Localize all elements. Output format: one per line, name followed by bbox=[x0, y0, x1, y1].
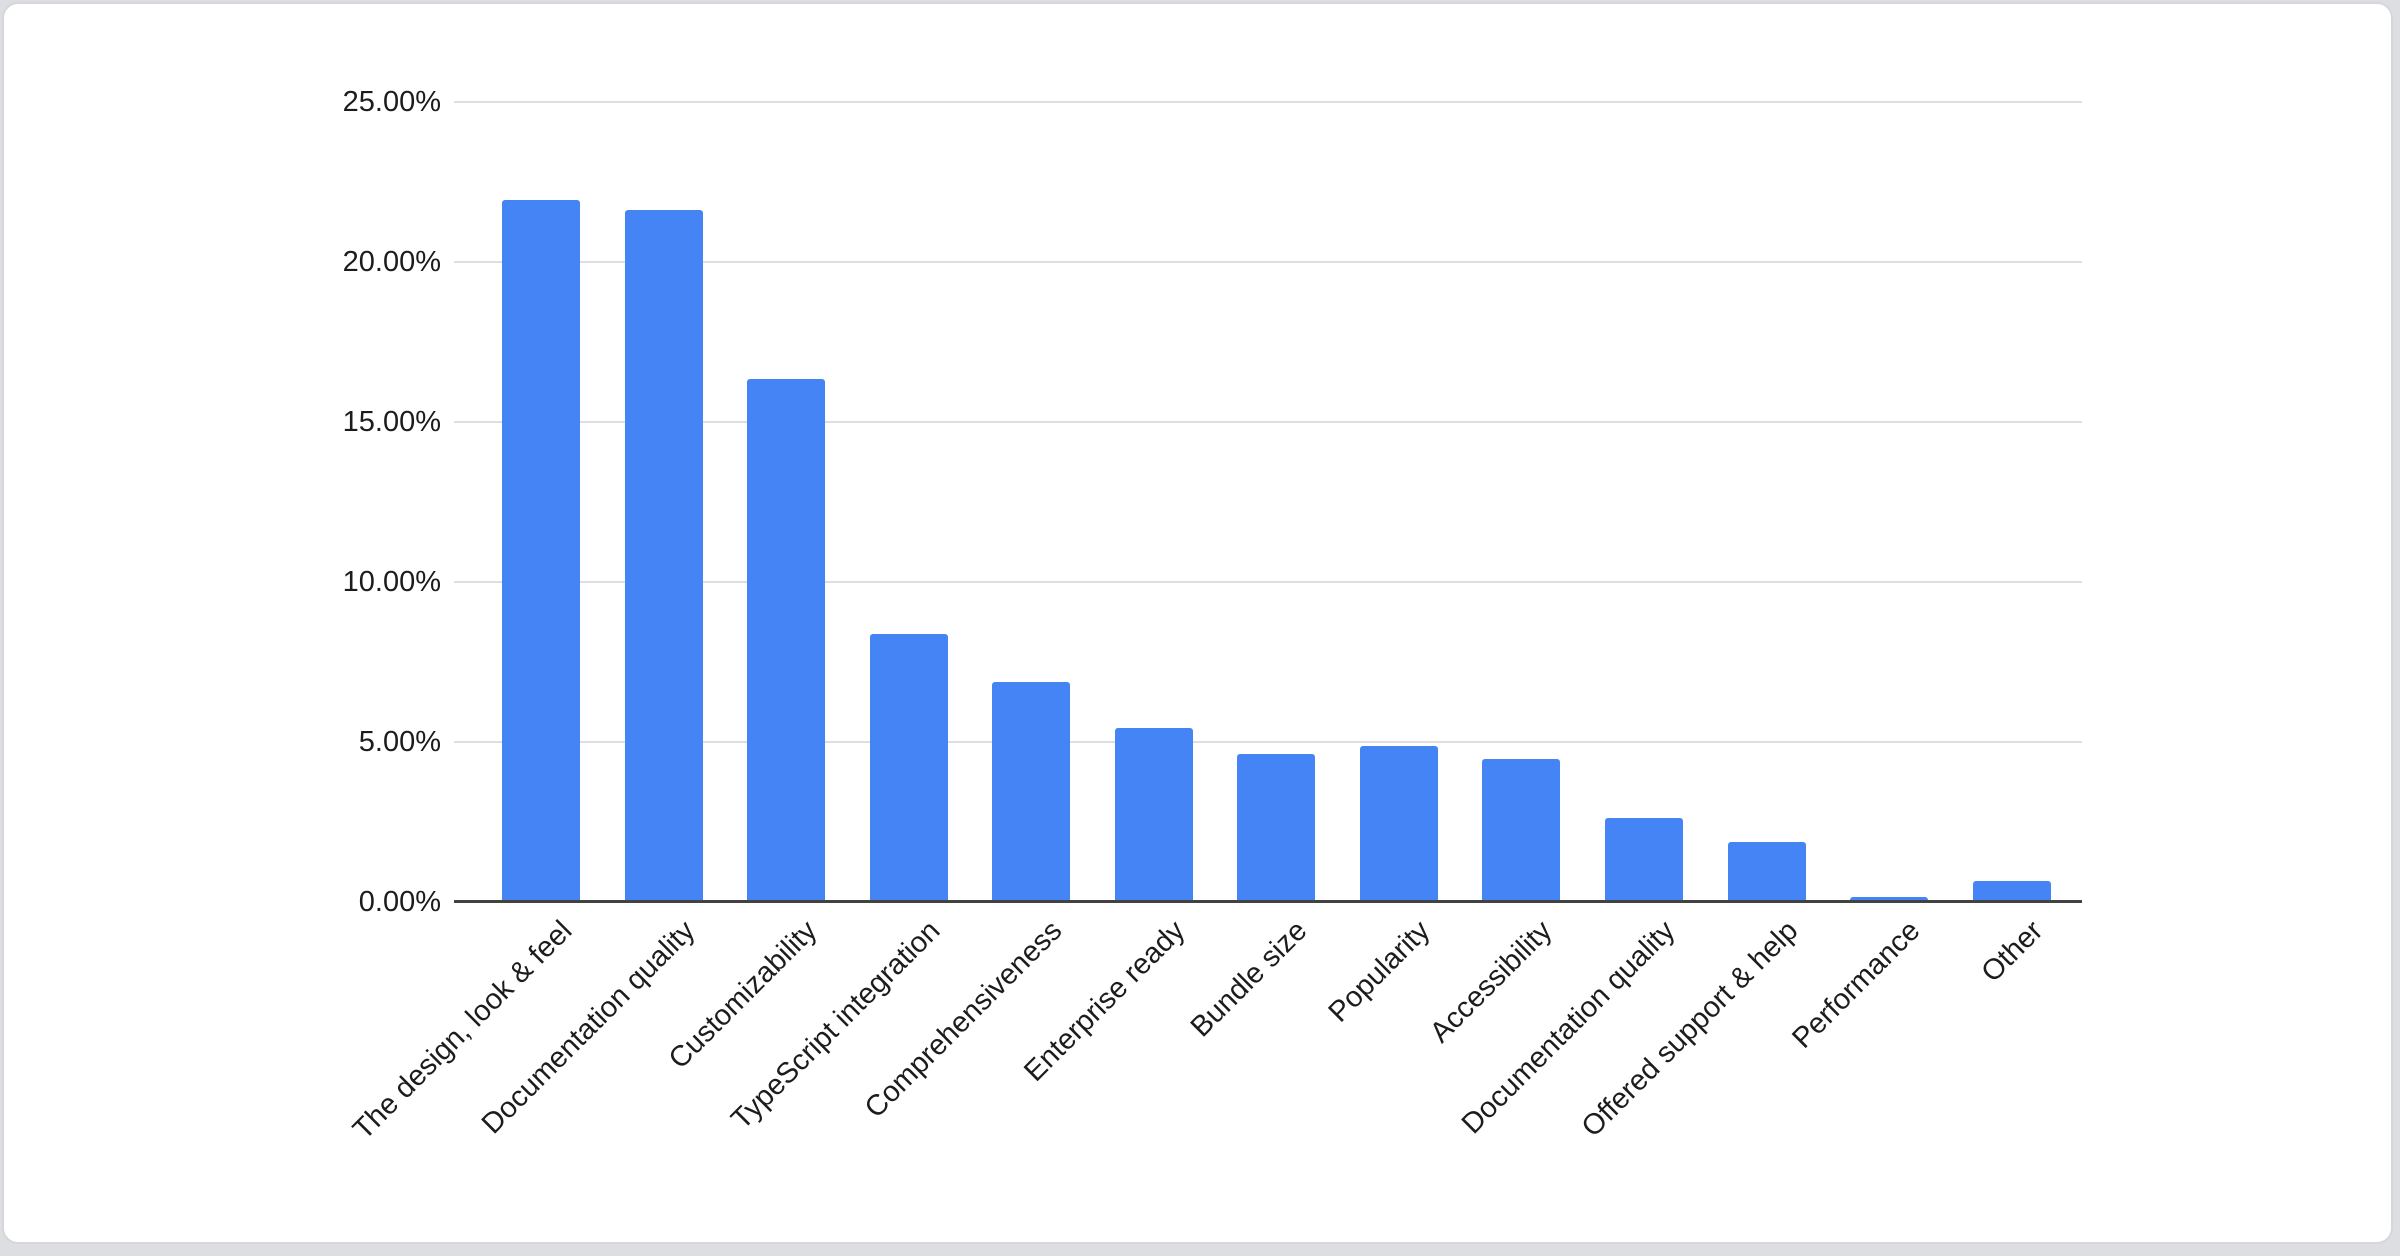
y-tick-label: 0.00% bbox=[358, 886, 441, 918]
gridline bbox=[454, 101, 2082, 103]
bar-7[interactable] bbox=[1237, 753, 1316, 901]
y-tick-label: 5.00% bbox=[358, 726, 441, 758]
x-category-label: Other bbox=[1975, 914, 2049, 989]
gridline bbox=[454, 581, 2082, 583]
bar-5[interactable] bbox=[992, 681, 1071, 901]
bar-12[interactable] bbox=[1850, 897, 1929, 901]
plot-area bbox=[454, 101, 2082, 903]
bar-10[interactable] bbox=[1604, 817, 1683, 901]
bar-13[interactable] bbox=[1972, 881, 2051, 901]
bar-3[interactable] bbox=[747, 379, 826, 901]
bar-6[interactable] bbox=[1114, 728, 1193, 901]
bar-8[interactable] bbox=[1359, 745, 1438, 901]
bar-4[interactable] bbox=[869, 633, 948, 901]
y-tick-label: 25.00% bbox=[342, 86, 441, 118]
x-axis-baseline bbox=[454, 900, 2082, 903]
gridline bbox=[454, 421, 2082, 423]
y-tick-label: 15.00% bbox=[342, 406, 441, 438]
y-tick-label: 10.00% bbox=[342, 566, 441, 598]
gridline bbox=[454, 741, 2082, 743]
bar-9[interactable] bbox=[1482, 758, 1561, 901]
gridline bbox=[454, 261, 2082, 263]
bar-1[interactable] bbox=[502, 200, 580, 901]
y-tick-label: 20.00% bbox=[342, 246, 441, 278]
bar-2[interactable] bbox=[624, 209, 703, 901]
bar-11[interactable] bbox=[1727, 841, 1806, 901]
